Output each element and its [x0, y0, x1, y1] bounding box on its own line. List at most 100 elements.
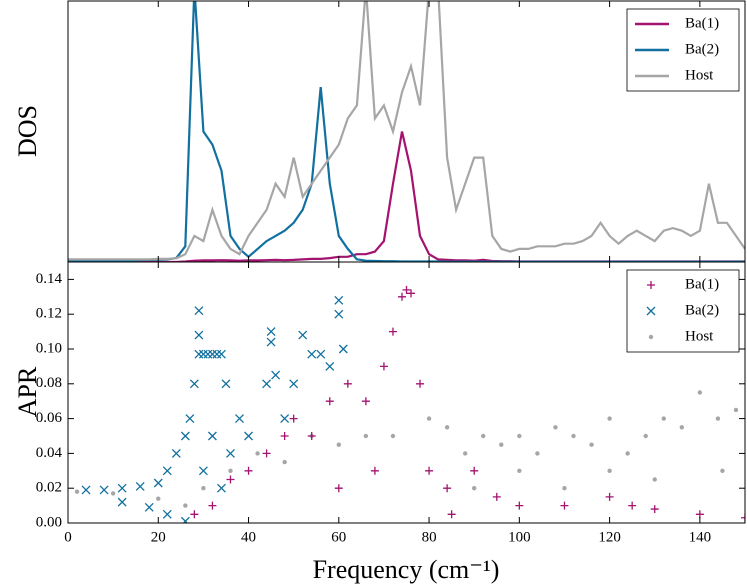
scatter-point: [553, 425, 558, 430]
scatter-point: [370, 466, 379, 475]
scatter-point: [425, 466, 434, 475]
scatter-point: [625, 451, 630, 456]
scatter-point: [99, 485, 109, 495]
scatter-point: [416, 379, 425, 388]
scatter-point: [201, 486, 206, 491]
y-tick-label: 0.04: [36, 445, 63, 461]
scatter-point: [605, 492, 614, 501]
x-axis-label: Frequency (cm⁻¹): [313, 555, 500, 584]
scatter-point: [185, 414, 195, 424]
scatter-point: [207, 349, 217, 359]
x-tick-label: 100: [508, 529, 531, 545]
scatter-point: [397, 292, 406, 301]
scatter-point: [153, 478, 163, 488]
scatter-point: [266, 327, 276, 337]
x-tick-label: 20: [151, 529, 166, 545]
scatter-point: [390, 433, 396, 439]
scatter-point: [183, 503, 188, 508]
scatter-point: [110, 491, 116, 496]
scatter-point: [361, 397, 370, 406]
scatter-point: [208, 501, 217, 510]
y-axis-label: DOS: [13, 105, 42, 157]
scatter-point: [216, 349, 226, 359]
scatter-point: [271, 370, 281, 380]
scatter-point: [289, 414, 298, 423]
scatter-point: [462, 451, 468, 456]
scatter-point: [307, 432, 316, 440]
legend-label: Host: [685, 67, 714, 83]
scatter-point: [650, 505, 659, 514]
scatter-point: [280, 414, 290, 424]
scatter-point: [74, 489, 80, 494]
scatter-point: [443, 484, 452, 493]
y-tick-label: 0.10: [36, 340, 62, 356]
scatter-point: [226, 448, 235, 458]
scatter-point: [336, 442, 341, 447]
legend-label: Ba(1): [685, 15, 719, 31]
scatter-point: [492, 492, 501, 501]
x-tick-label: 120: [598, 529, 621, 545]
y-axis-label: APR: [13, 366, 42, 417]
scatter-point: [720, 468, 725, 473]
scatter-point: [402, 285, 411, 294]
scatter-point: [171, 448, 181, 458]
scatter-point: [481, 433, 486, 439]
scatter-point: [117, 483, 127, 493]
scatter-point: [679, 425, 685, 430]
scatter-point: [180, 431, 190, 441]
scatter-point: [316, 349, 326, 359]
scatter-point: [162, 509, 172, 519]
scatter-point: [589, 442, 594, 447]
scatter-point: [571, 433, 576, 439]
scatter-point: [144, 502, 154, 512]
scatter-point: [244, 431, 253, 441]
scatter-point: [648, 334, 654, 340]
scatter-point: [156, 496, 161, 501]
legend-box: [626, 269, 740, 353]
scatter-point: [741, 513, 745, 522]
scatter-point: [235, 414, 244, 424]
scatter-point: [228, 468, 233, 473]
scatter-point: [255, 451, 260, 456]
scatter-point: [562, 486, 567, 491]
scatter-point: [266, 337, 276, 347]
scatter-point: [194, 330, 204, 340]
scatter-point: [280, 432, 289, 440]
x-tick-label: 140: [689, 529, 712, 545]
scatter-point: [282, 459, 287, 465]
scatter-point: [198, 466, 208, 476]
scatter-point: [334, 295, 344, 305]
dos-line: [68, 131, 745, 262]
scatter-point: [560, 501, 569, 510]
scatter-point: [447, 510, 456, 519]
plot-frame: [67, 261, 746, 524]
scatter-point: [334, 484, 343, 493]
scatter-point: [628, 501, 637, 510]
scatter-point: [338, 344, 348, 354]
y-tick-label: 0.06: [36, 410, 63, 426]
scatter-point: [715, 416, 721, 421]
x-tick-label: 60: [331, 529, 346, 545]
scatter-point: [472, 486, 477, 491]
y-tick-label: 0.08: [36, 375, 62, 391]
x-tick-label: 40: [241, 529, 256, 545]
legend-label: Ba(1): [685, 276, 719, 292]
scatter-point: [244, 466, 253, 475]
y-tick-label: 0.02: [36, 480, 62, 496]
scatter-point: [203, 349, 213, 359]
scatter-point: [607, 468, 612, 473]
scatter-point: [515, 501, 524, 510]
scatter-point: [535, 451, 540, 456]
x-tick-label: 80: [422, 529, 437, 545]
scatter-point: [426, 416, 432, 421]
x-tick-label: 0: [64, 529, 72, 545]
scatter-point: [733, 407, 739, 413]
legend-label: Ba(2): [685, 302, 719, 318]
scatter-point: [189, 379, 199, 389]
scatter-point: [298, 330, 308, 340]
scatter-point: [647, 281, 655, 289]
scatter-point: [325, 397, 334, 406]
scatter-point: [517, 468, 522, 473]
scatter-point: [325, 361, 335, 371]
scatter-point: [207, 431, 217, 441]
